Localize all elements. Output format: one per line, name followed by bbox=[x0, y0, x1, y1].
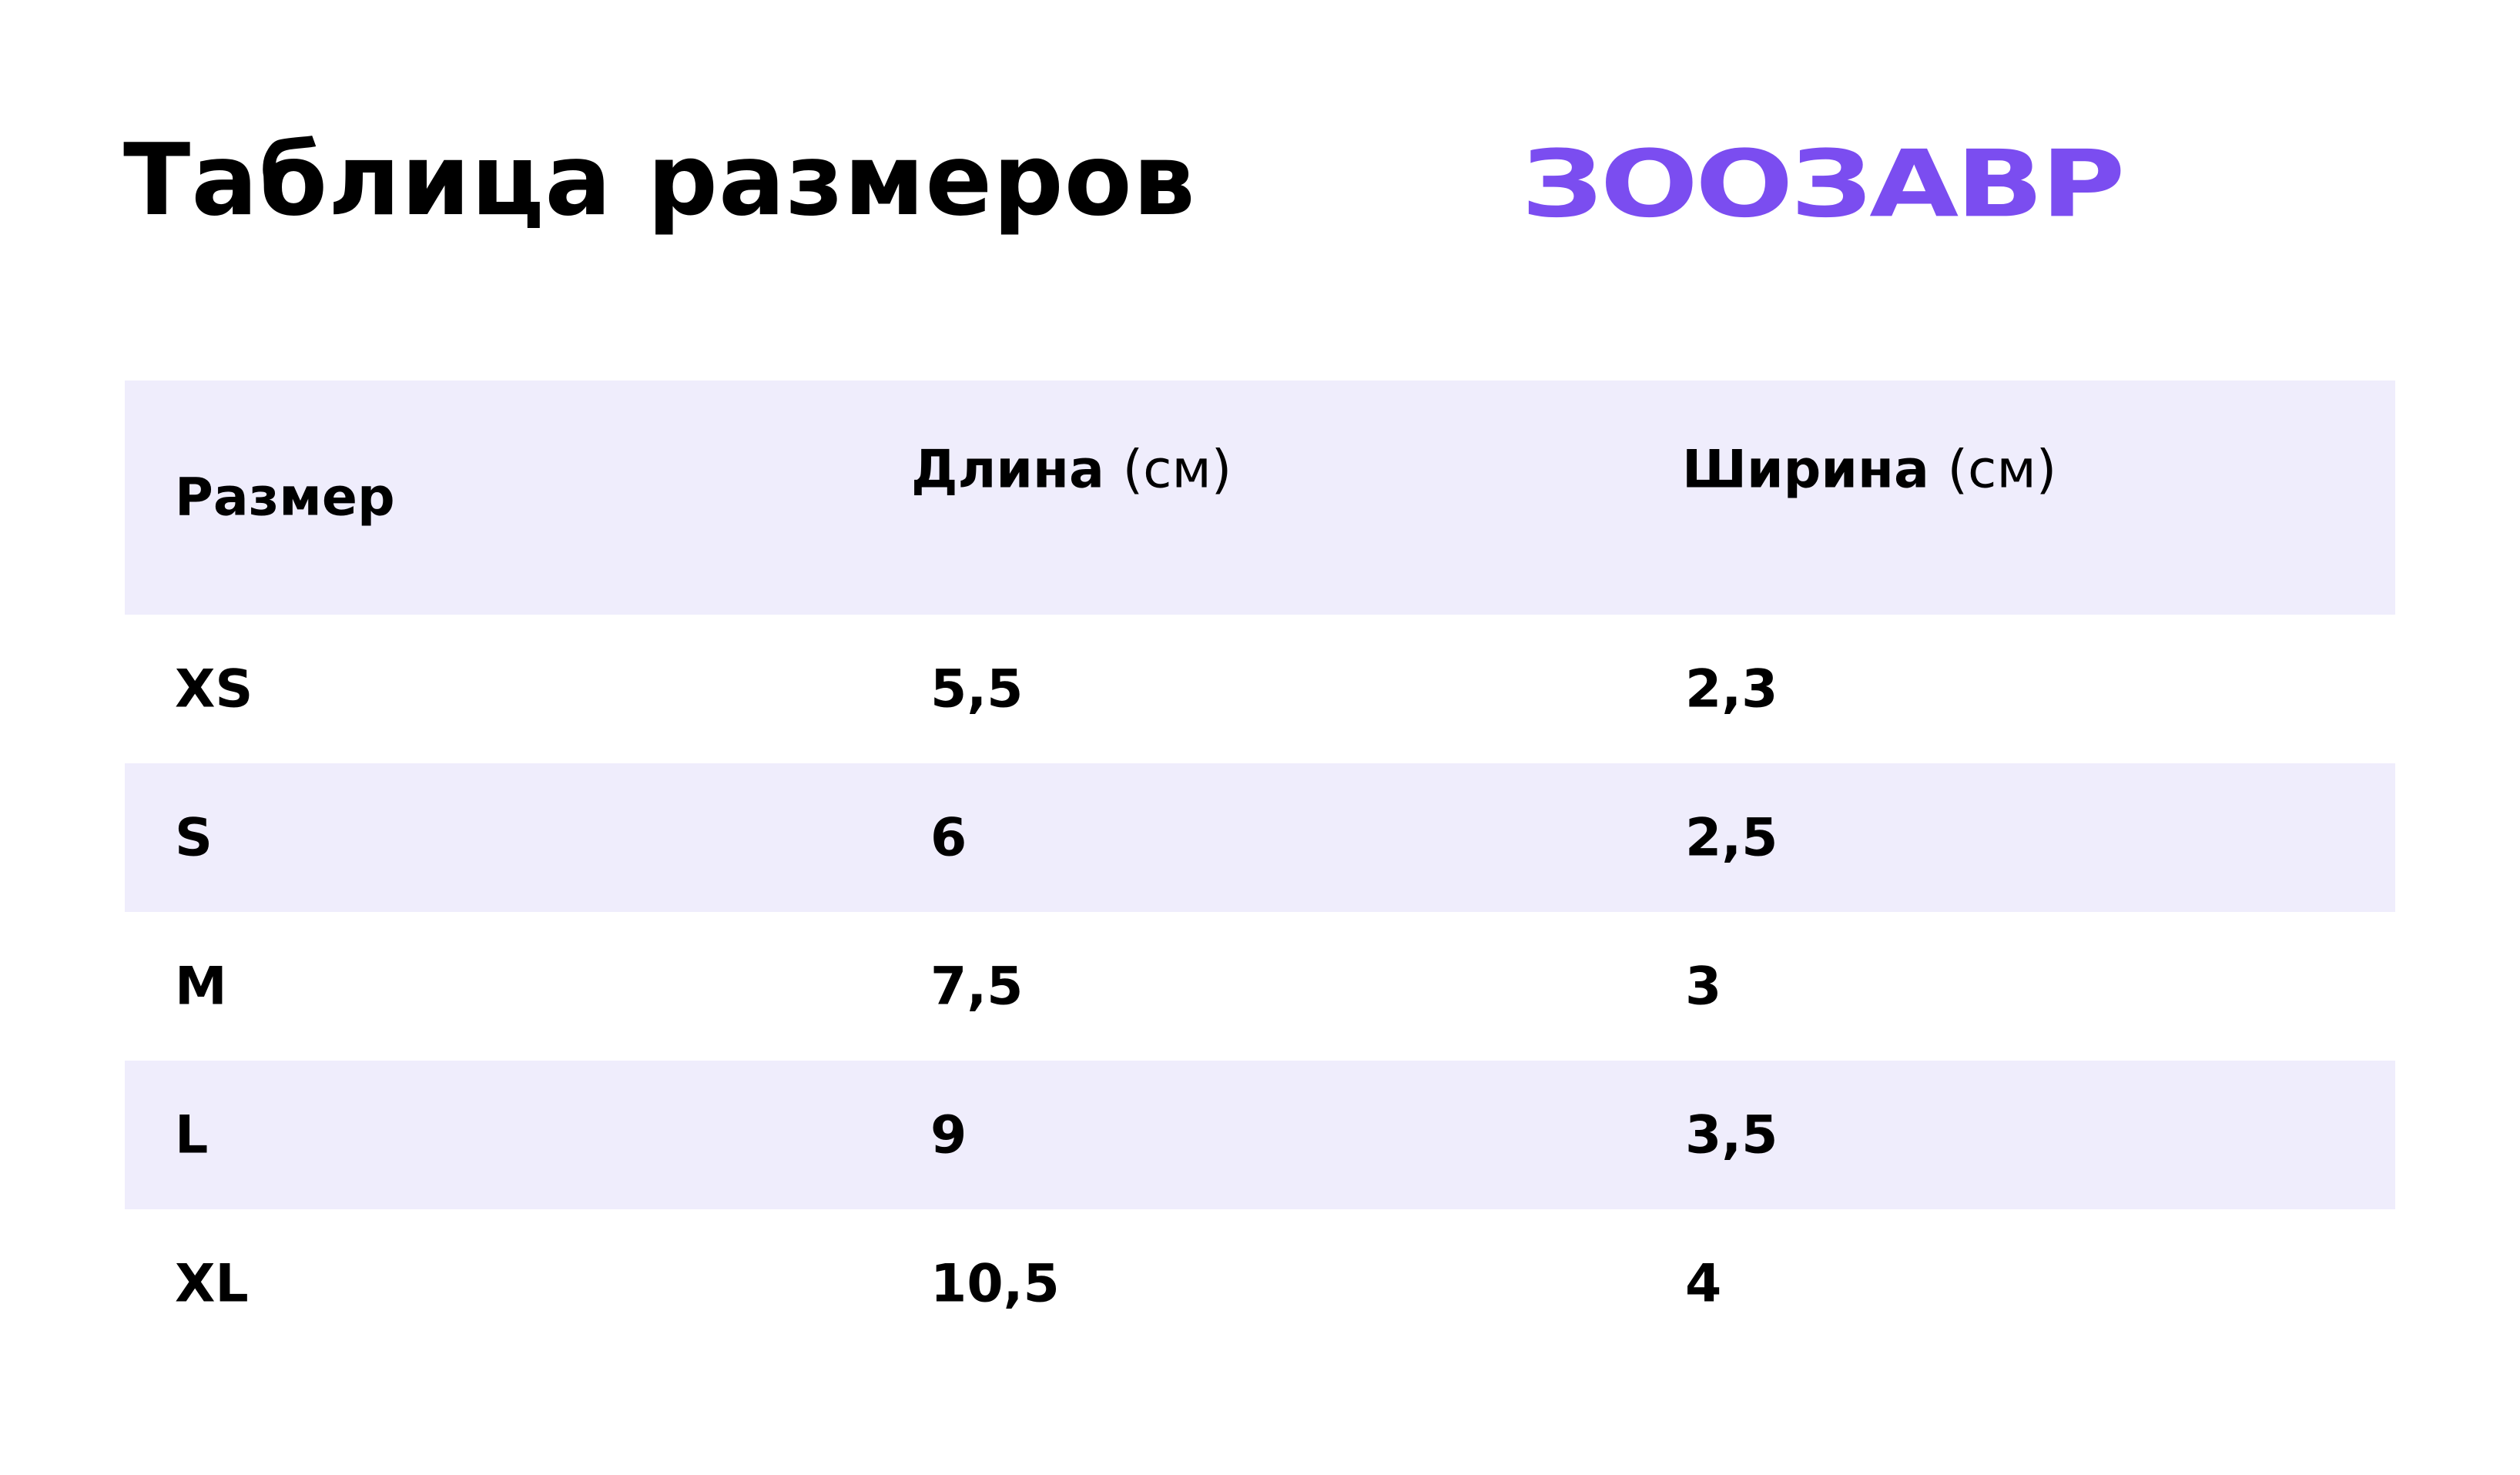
header-cell: Длина (см) bbox=[911, 439, 1232, 500]
table-cell: 5,5 bbox=[930, 659, 1024, 719]
table-cell: M bbox=[175, 956, 227, 1017]
table-row: M 7,5 3 bbox=[125, 912, 2395, 1061]
table-cell: 7,5 bbox=[930, 956, 1024, 1017]
table-cell: 6 bbox=[930, 807, 967, 868]
table-cell: 3 bbox=[1685, 956, 1722, 1017]
table-cell: 2,3 bbox=[1685, 659, 1778, 719]
table-row: XL 10,5 4 bbox=[125, 1209, 2395, 1358]
column-unit: (см) bbox=[1122, 439, 1232, 501]
header-row: Размер Длина (см) Ширина (см) bbox=[125, 380, 2395, 615]
column-label: Длина bbox=[911, 439, 1104, 501]
table-cell: L bbox=[175, 1105, 209, 1165]
logo: ЗООЗАВР bbox=[1521, 131, 2126, 239]
table-cell: 3,5 bbox=[1685, 1105, 1778, 1165]
table-cell: 9 bbox=[930, 1105, 967, 1165]
table-cell: XL bbox=[175, 1253, 249, 1314]
table-row: XS 5,5 2,3 bbox=[125, 615, 2395, 763]
table-cell: 2,5 bbox=[1685, 807, 1778, 868]
column-label: Размер bbox=[175, 467, 395, 528]
column-label: Ширина bbox=[1682, 439, 1929, 501]
table-cell: XS bbox=[175, 659, 253, 719]
size-table: Размер Длина (см) Ширина (см) XS 5,5 2,3 S 6 2,5… bbox=[125, 380, 2395, 1358]
table-cell: 10,5 bbox=[930, 1253, 1060, 1314]
table-row: L 9 3,5 bbox=[125, 1061, 2395, 1209]
header-cell: Размер bbox=[175, 468, 395, 528]
table-row: S 6 2,5 bbox=[125, 763, 2395, 912]
table-cell: 4 bbox=[1685, 1253, 1722, 1314]
table-cell: S bbox=[175, 807, 213, 868]
page-title: Таблица размеров bbox=[123, 123, 1196, 238]
column-unit: (см) bbox=[1947, 439, 2057, 501]
header-cell: Ширина (см) bbox=[1682, 439, 2056, 500]
